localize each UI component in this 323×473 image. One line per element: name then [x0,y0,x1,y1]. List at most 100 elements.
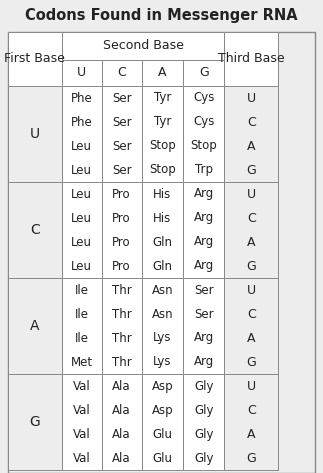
Bar [141,86,183,182]
Text: Asn: Asn [151,307,173,321]
Bar [224,182,278,278]
Text: C: C [247,403,256,417]
Bar [62,278,102,374]
Text: Gly: Gly [194,428,214,440]
Text: Val: Val [73,428,90,440]
Text: C: C [30,223,40,237]
Text: U: U [30,127,40,141]
Text: Gln: Gln [152,260,172,272]
Text: Phe: Phe [71,115,93,129]
Text: G: G [29,415,40,429]
Text: Glu: Glu [152,452,172,464]
Text: Phe: Phe [71,91,93,105]
Text: Ala: Ala [112,428,131,440]
Text: Arg: Arg [193,260,214,272]
Text: Ile: Ile [75,307,89,321]
Text: Leu: Leu [71,164,92,176]
Bar [141,278,183,374]
Text: Second Base: Second Base [103,40,183,53]
Text: A: A [247,332,255,344]
Text: Leu: Leu [71,187,92,201]
Text: Stop: Stop [149,164,176,176]
Text: Leu: Leu [71,236,92,248]
Bar [62,86,102,182]
Text: Pro: Pro [112,211,131,225]
Text: Asp: Asp [151,379,173,393]
Bar [8,32,62,86]
Text: Arg: Arg [193,356,214,368]
Text: G: G [246,260,256,272]
Text: Ile: Ile [75,283,89,297]
Bar [183,182,224,278]
Text: Val: Val [73,403,90,417]
Text: Arg: Arg [193,187,214,201]
Text: Ser: Ser [112,164,131,176]
Bar [102,374,141,470]
Bar [62,374,102,470]
Text: U: U [247,187,256,201]
Text: A: A [30,319,40,333]
Text: Codons Found in Messenger RNA: Codons Found in Messenger RNA [25,9,298,24]
Text: Pro: Pro [112,260,131,272]
Bar [141,374,183,470]
Text: Asn: Asn [151,283,173,297]
Text: A: A [247,428,255,440]
Text: Gly: Gly [194,379,214,393]
Text: Ile: Ile [75,332,89,344]
Text: Third Base: Third Base [218,53,285,65]
Bar [141,60,183,86]
Text: Thr: Thr [112,332,131,344]
Bar [8,86,62,182]
Text: Cys: Cys [193,115,214,129]
Bar [62,182,102,278]
Text: Gly: Gly [194,403,214,417]
Text: Ser: Ser [194,283,214,297]
Text: Gly: Gly [194,452,214,464]
Text: Lys: Lys [153,356,172,368]
Text: Met: Met [71,356,93,368]
Text: Gln: Gln [152,236,172,248]
Text: Ser: Ser [112,115,131,129]
Bar [102,278,141,374]
Text: Ser: Ser [112,91,131,105]
Text: Lys: Lys [153,332,172,344]
Text: A: A [247,140,255,152]
Text: Ser: Ser [194,307,214,321]
Text: Ser: Ser [112,140,131,152]
Text: Val: Val [73,452,90,464]
Text: Ala: Ala [112,452,131,464]
Text: Pro: Pro [112,236,131,248]
Text: U: U [77,67,86,79]
Bar [8,182,62,278]
Text: Cys: Cys [193,91,214,105]
Text: Arg: Arg [193,211,214,225]
Bar [224,86,278,182]
Text: Stop: Stop [190,140,217,152]
Bar [183,86,224,182]
Text: His: His [153,211,172,225]
Text: Trp: Trp [195,164,213,176]
Text: Ala: Ala [112,403,131,417]
Bar [62,60,102,86]
Text: G: G [246,164,256,176]
Bar [8,278,62,374]
Bar [224,32,278,86]
Bar [183,278,224,374]
Text: His: His [153,187,172,201]
Text: Thr: Thr [112,283,131,297]
Text: Leu: Leu [71,260,92,272]
Text: Pro: Pro [112,187,131,201]
Bar [183,60,224,86]
Bar [224,278,278,374]
Text: Arg: Arg [193,332,214,344]
Bar [224,374,278,470]
Text: A: A [158,67,167,79]
Text: Glu: Glu [152,428,172,440]
Bar [183,374,224,470]
Bar [102,86,141,182]
Text: Asp: Asp [151,403,173,417]
Text: G: G [199,67,209,79]
Text: C: C [247,115,256,129]
Text: Ala: Ala [112,379,131,393]
Text: U: U [247,283,256,297]
